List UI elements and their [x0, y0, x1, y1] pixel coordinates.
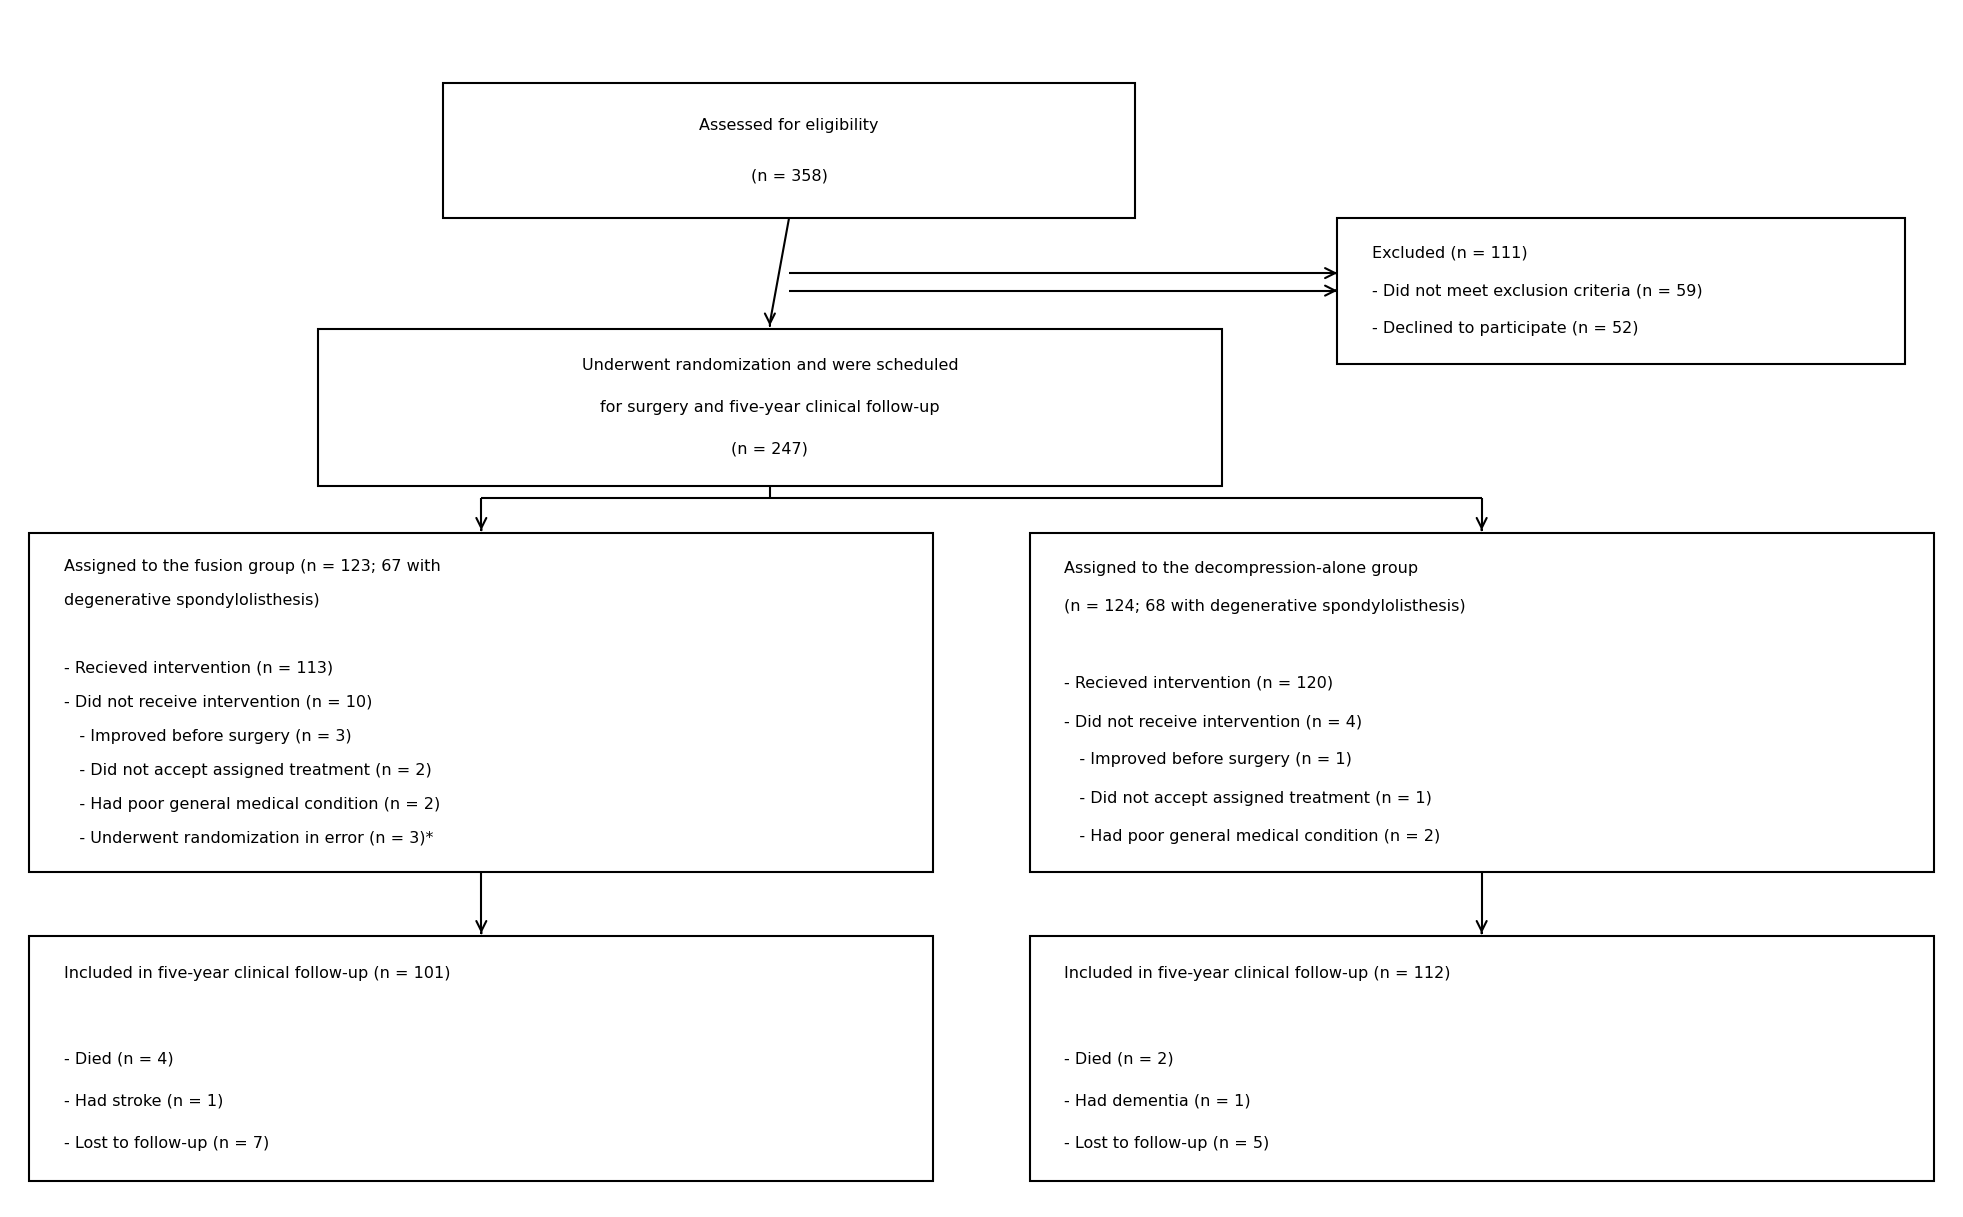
Text: - Improved before surgery (n = 3): - Improved before surgery (n = 3)	[65, 729, 351, 744]
Text: - Declined to participate (n = 52): - Declined to participate (n = 52)	[1372, 321, 1639, 336]
Text: Underwent randomization and were scheduled: Underwent randomization and were schedul…	[581, 358, 958, 374]
Text: - Did not accept assigned treatment (n = 1): - Did not accept assigned treatment (n =…	[1064, 791, 1433, 806]
Text: - Had poor general medical condition (n = 2): - Had poor general medical condition (n …	[1064, 829, 1441, 843]
Bar	[29, 533, 932, 871]
Text: - Did not accept assigned treatment (n = 2): - Did not accept assigned treatment (n =…	[65, 763, 432, 778]
Text: Assigned to the decompression-alone group: Assigned to the decompression-alone grou…	[1064, 561, 1419, 576]
Text: degenerative spondylolisthesis): degenerative spondylolisthesis)	[65, 593, 320, 608]
Text: (n = 124; 68 with degenerative spondylolisthesis): (n = 124; 68 with degenerative spondylol…	[1064, 599, 1466, 615]
Text: - Recieved intervention (n = 120): - Recieved intervention (n = 120)	[1064, 675, 1333, 691]
Text: - Had stroke (n = 1): - Had stroke (n = 1)	[65, 1094, 224, 1109]
Text: - Had dementia (n = 1): - Had dementia (n = 1)	[1064, 1094, 1250, 1109]
Bar	[1337, 218, 1904, 364]
Text: Excluded (n = 111): Excluded (n = 111)	[1372, 246, 1527, 260]
Bar	[318, 329, 1221, 487]
Text: - Improved before surgery (n = 1): - Improved before surgery (n = 1)	[1064, 752, 1353, 768]
Text: - Had poor general medical condition (n = 2): - Had poor general medical condition (n …	[65, 797, 440, 812]
Bar	[444, 83, 1135, 218]
Text: - Lost to follow-up (n = 5): - Lost to follow-up (n = 5)	[1064, 1137, 1270, 1151]
Bar	[1029, 936, 1934, 1182]
Text: - Did not meet exclusion criteria (n = 59): - Did not meet exclusion criteria (n = 5…	[1372, 284, 1702, 298]
Text: Assessed for eligibility: Assessed for eligibility	[699, 118, 879, 133]
Text: - Did not receive intervention (n = 4): - Did not receive intervention (n = 4)	[1064, 714, 1362, 729]
Text: - Recieved intervention (n = 113): - Recieved intervention (n = 113)	[65, 661, 334, 675]
Text: Assigned to the fusion group (n = 123; 67 with: Assigned to the fusion group (n = 123; 6…	[65, 559, 440, 574]
Text: - Died (n = 4): - Died (n = 4)	[65, 1051, 173, 1066]
Text: - Underwent randomization in error (n = 3)*: - Underwent randomization in error (n = …	[65, 831, 434, 846]
Text: - Lost to follow-up (n = 7): - Lost to follow-up (n = 7)	[65, 1137, 269, 1151]
Text: - Did not receive intervention (n = 10): - Did not receive intervention (n = 10)	[65, 695, 373, 710]
Text: (n = 358): (n = 358)	[750, 168, 828, 184]
Text: Included in five-year clinical follow-up (n = 112): Included in five-year clinical follow-up…	[1064, 966, 1451, 981]
Bar	[1029, 533, 1934, 871]
Bar	[29, 936, 932, 1182]
Text: Included in five-year clinical follow-up (n = 101): Included in five-year clinical follow-up…	[65, 966, 450, 981]
Text: - Died (n = 2): - Died (n = 2)	[1064, 1051, 1174, 1066]
Text: (n = 247): (n = 247)	[732, 442, 809, 456]
Text: for surgery and five-year clinical follow-up: for surgery and five-year clinical follo…	[601, 400, 940, 415]
